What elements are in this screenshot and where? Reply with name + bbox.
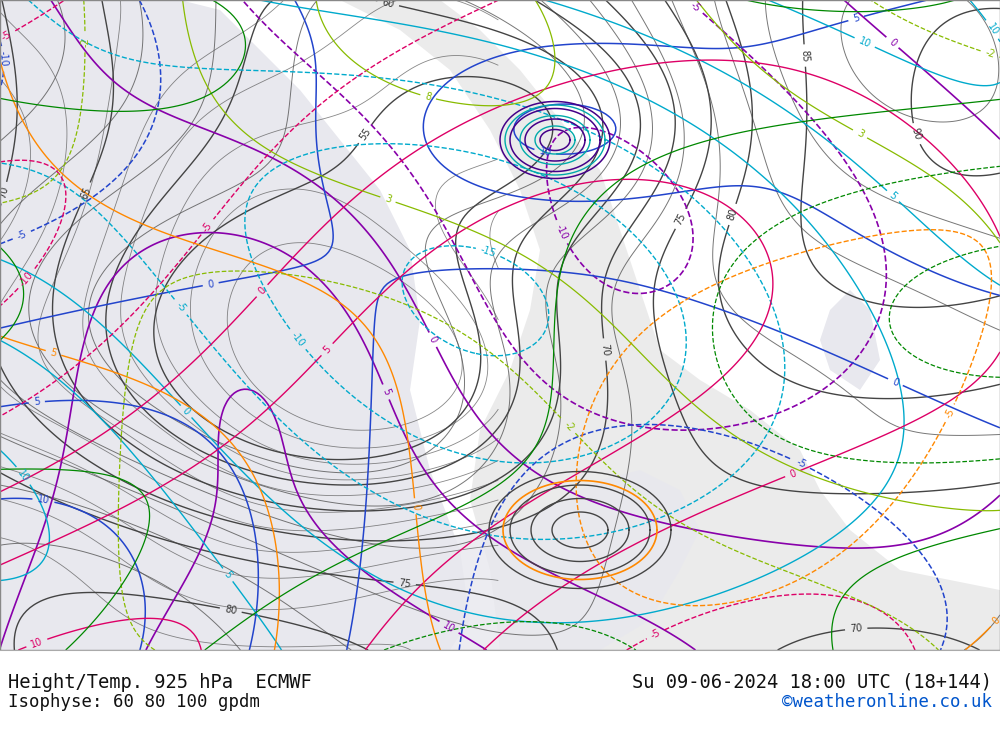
Text: Isophyse: 60 80 100 gpdm: Isophyse: 60 80 100 gpdm: [8, 693, 260, 711]
Text: 3: 3: [855, 128, 865, 140]
Text: 70: 70: [0, 185, 10, 200]
Text: 5: 5: [887, 191, 899, 202]
Text: -5: -5: [200, 220, 214, 234]
Text: 0: 0: [991, 615, 1000, 626]
Text: 5: 5: [380, 387, 392, 397]
Text: 10: 10: [16, 468, 31, 484]
Text: 75: 75: [398, 578, 411, 589]
Text: 5: 5: [33, 397, 40, 408]
Text: 0: 0: [891, 376, 900, 388]
Text: 0: 0: [427, 335, 439, 345]
Text: 10: 10: [857, 35, 872, 50]
Text: -10: -10: [554, 223, 569, 241]
Text: 5: 5: [222, 570, 234, 581]
Text: -2: -2: [562, 419, 576, 433]
Text: 10: 10: [29, 636, 44, 649]
Text: 0: 0: [887, 37, 898, 48]
Text: Su 09-06-2024 18:00 UTC (18+144): Su 09-06-2024 18:00 UTC (18+144): [632, 673, 992, 692]
Text: 90: 90: [909, 127, 923, 141]
Text: -2: -2: [984, 48, 996, 60]
Text: 75: 75: [673, 211, 688, 226]
Text: 0: 0: [180, 406, 192, 417]
Text: 65: 65: [79, 185, 93, 200]
Text: 5: 5: [321, 344, 333, 356]
Text: 55: 55: [357, 126, 373, 142]
Text: -15: -15: [479, 245, 497, 259]
Text: 5: 5: [852, 12, 861, 24]
Text: -5: -5: [649, 627, 662, 641]
Text: -10: -10: [18, 270, 36, 288]
Text: 5: 5: [49, 347, 58, 358]
Polygon shape: [340, 0, 1000, 650]
Text: -10: -10: [289, 330, 306, 349]
Text: 60: 60: [381, 0, 395, 10]
Text: 70: 70: [850, 623, 863, 634]
Text: 3: 3: [383, 194, 392, 205]
Text: -5: -5: [15, 229, 28, 242]
Polygon shape: [820, 290, 880, 390]
Text: -5: -5: [0, 29, 13, 43]
Text: 8: 8: [424, 92, 432, 103]
Text: 80: 80: [224, 604, 238, 616]
Text: 10: 10: [985, 21, 1000, 37]
Text: -5: -5: [795, 457, 808, 471]
Text: -5: -5: [174, 300, 188, 314]
Text: -5: -5: [943, 407, 956, 420]
Text: 10: 10: [538, 147, 552, 158]
Text: -5: -5: [688, 0, 702, 13]
Text: 80: 80: [726, 207, 739, 222]
Text: -2: -2: [80, 37, 90, 48]
Text: 0: 0: [256, 285, 268, 296]
Text: 70: 70: [599, 343, 610, 356]
Text: -10: -10: [0, 51, 9, 67]
Text: 0: 0: [788, 468, 797, 479]
Text: 10: 10: [37, 495, 50, 506]
Text: 0: 0: [410, 503, 421, 509]
Text: 10: 10: [441, 619, 457, 635]
Text: 85: 85: [799, 49, 810, 62]
Text: Height/Temp. 925 hPa  ECMWF: Height/Temp. 925 hPa ECMWF: [8, 673, 312, 692]
Text: 0: 0: [207, 279, 215, 290]
Text: ©weatheronline.co.uk: ©weatheronline.co.uk: [782, 693, 992, 711]
Polygon shape: [0, 0, 470, 650]
Polygon shape: [395, 470, 700, 650]
